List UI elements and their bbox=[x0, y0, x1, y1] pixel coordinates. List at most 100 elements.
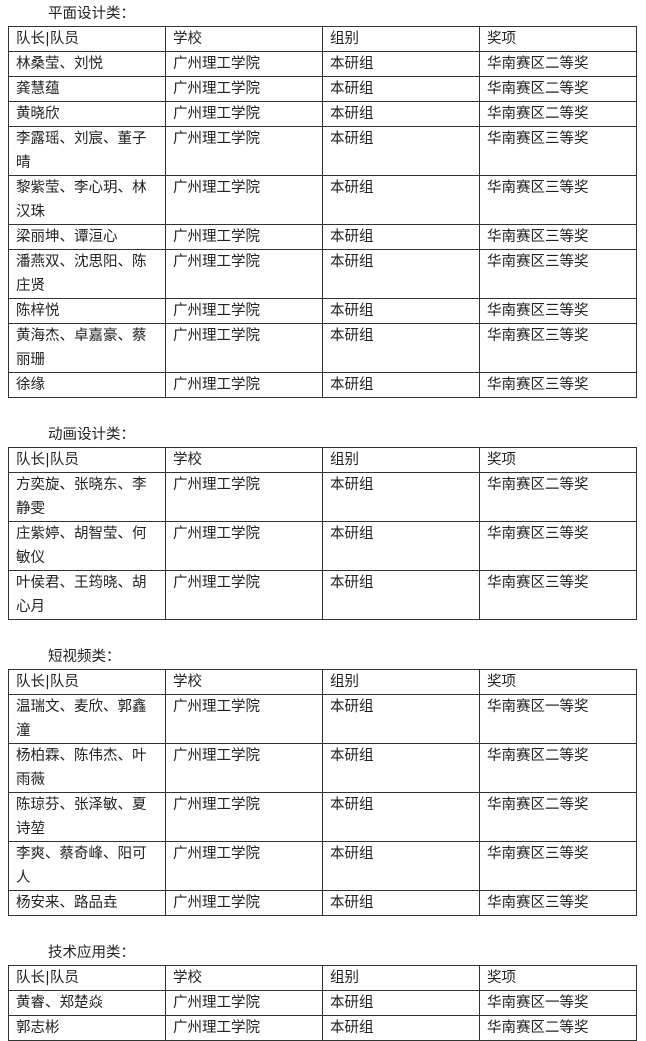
section-title: 动画设计类： bbox=[48, 427, 135, 443]
school-cell: 广州理工学院 bbox=[165, 1015, 323, 1041]
school-cell: 广州理工学院 bbox=[165, 51, 323, 77]
award-cell: 华南赛区三等奖 bbox=[479, 890, 637, 916]
table-row: 杨柏霖、陈伟杰、叶雨薇 广州理工学院 本研组 华南赛区二等奖 bbox=[8, 743, 637, 793]
team-members-cell: 潘燕双、沈思阳、陈庄贤 bbox=[8, 249, 166, 299]
award-cell: 华南赛区三等奖 bbox=[479, 570, 637, 620]
award-cell: 华南赛区三等奖 bbox=[479, 841, 637, 891]
table-row: 黎紫莹、李心玥、林汉珠 广州理工学院 本研组 华南赛区三等奖 bbox=[8, 175, 637, 225]
group-cell: 本研组 bbox=[322, 175, 480, 225]
school-cell: 广州理工学院 bbox=[165, 521, 323, 571]
award-cell: 华南赛区二等奖 bbox=[479, 743, 637, 793]
column-header: 奖项 bbox=[479, 965, 637, 991]
team-members-cell: 龚慧蕴 bbox=[8, 76, 166, 102]
column-header: 队长|队员 bbox=[8, 669, 166, 695]
school-cell: 广州理工学院 bbox=[165, 224, 323, 250]
team-members-cell: 林桑莹、刘悦 bbox=[8, 51, 166, 77]
column-header: 学校 bbox=[165, 26, 323, 52]
school-cell: 广州理工学院 bbox=[165, 76, 323, 102]
group-cell: 本研组 bbox=[322, 372, 480, 398]
team-members-cell: 李爽、蔡奇峰、阳可人 bbox=[8, 841, 166, 891]
group-cell: 本研组 bbox=[322, 570, 480, 620]
column-header: 学校 bbox=[165, 965, 323, 991]
award-cell: 华南赛区三等奖 bbox=[479, 298, 637, 324]
team-members-cell: 陈梓悦 bbox=[8, 298, 166, 324]
team-members-cell: 黄睿、郑楚焱 bbox=[8, 990, 166, 1016]
award-cell: 华南赛区二等奖 bbox=[479, 101, 637, 127]
award-table: 队长|队员 学校 组别 奖项 温瑞文、麦欣、郭鑫潼 广州理工学院 本研组 华南赛区一等奖 杨柏霖… bbox=[8, 669, 637, 916]
table-row: 黄晓欣 广州理工学院 本研组 华南赛区二等奖 bbox=[8, 101, 637, 127]
team-members-cell: 郭志彬 bbox=[8, 1015, 166, 1041]
award-cell: 华南赛区一等奖 bbox=[479, 990, 637, 1016]
table-row: 龚慧蕴 广州理工学院 本研组 华南赛区二等奖 bbox=[8, 76, 637, 102]
group-cell: 本研组 bbox=[322, 890, 480, 916]
team-members-cell: 陈琼芬、张泽敏、夏诗堃 bbox=[8, 792, 166, 842]
group-cell: 本研组 bbox=[322, 323, 480, 373]
column-header: 奖项 bbox=[479, 26, 637, 52]
group-cell: 本研组 bbox=[322, 101, 480, 127]
award-cell: 华南赛区二等奖 bbox=[479, 472, 637, 522]
group-cell: 本研组 bbox=[322, 841, 480, 891]
award-table: 队长|队员 学校 组别 奖项 林桑莹、刘悦 广州理工学院 本研组 华南赛区二等奖 龚慧蕴 广州理工… bbox=[8, 26, 637, 398]
school-cell: 广州理工学院 bbox=[165, 694, 323, 744]
group-cell: 本研组 bbox=[322, 521, 480, 571]
award-cell: 华南赛区二等奖 bbox=[479, 51, 637, 77]
award-table: 队长|队员 学校 组别 奖项 方奕旋、张晓东、李静雯 广州理工学院 本研组 华南赛区二等奖 庄紫… bbox=[8, 447, 637, 620]
team-members-cell: 黄海杰、卓嘉豪、蔡丽珊 bbox=[8, 323, 166, 373]
column-header: 组别 bbox=[322, 447, 480, 473]
group-cell: 本研组 bbox=[322, 1015, 480, 1041]
table-row: 黄睿、郑楚焱 广州理工学院 本研组 华南赛区一等奖 bbox=[8, 990, 637, 1016]
school-cell: 广州理工学院 bbox=[165, 472, 323, 522]
school-cell: 广州理工学院 bbox=[165, 841, 323, 891]
column-header: 学校 bbox=[165, 669, 323, 695]
group-cell: 本研组 bbox=[322, 249, 480, 299]
table-row: 庄紫婷、胡智莹、何敏仪 广州理工学院 本研组 华南赛区三等奖 bbox=[8, 521, 637, 571]
section-title: 短视频类： bbox=[48, 649, 121, 665]
column-header: 组别 bbox=[322, 669, 480, 695]
team-members-cell: 叶侯君、王筠晓、胡心月 bbox=[8, 570, 166, 620]
award-cell: 华南赛区三等奖 bbox=[479, 175, 637, 225]
table-row: 李露瑶、刘宸、董子晴 广州理工学院 本研组 华南赛区三等奖 bbox=[8, 126, 637, 176]
table-row: 温瑞文、麦欣、郭鑫潼 广州理工学院 本研组 华南赛区一等奖 bbox=[8, 694, 637, 744]
school-cell: 广州理工学院 bbox=[165, 570, 323, 620]
school-cell: 广州理工学院 bbox=[165, 372, 323, 398]
team-members-cell: 温瑞文、麦欣、郭鑫潼 bbox=[8, 694, 166, 744]
column-header: 队长|队员 bbox=[8, 447, 166, 473]
table-row: 方奕旋、张晓东、李静雯 广州理工学院 本研组 华南赛区二等奖 bbox=[8, 472, 637, 522]
group-cell: 本研组 bbox=[322, 743, 480, 793]
team-members-cell: 方奕旋、张晓东、李静雯 bbox=[8, 472, 166, 522]
school-cell: 广州理工学院 bbox=[165, 890, 323, 916]
table-row: 李爽、蔡奇峰、阳可人 广州理工学院 本研组 华南赛区三等奖 bbox=[8, 841, 637, 891]
column-header: 组别 bbox=[322, 965, 480, 991]
table-row: 梁丽坤、谭洹心 广州理工学院 本研组 华南赛区三等奖 bbox=[8, 224, 637, 250]
team-members-cell: 李露瑶、刘宸、董子晴 bbox=[8, 126, 166, 176]
award-cell: 华南赛区三等奖 bbox=[479, 249, 637, 299]
section-title: 技术应用类： bbox=[48, 945, 135, 961]
school-cell: 广州理工学院 bbox=[165, 990, 323, 1016]
column-header: 队长|队员 bbox=[8, 965, 166, 991]
group-cell: 本研组 bbox=[322, 472, 480, 522]
column-header: 组别 bbox=[322, 26, 480, 52]
award-cell: 华南赛区二等奖 bbox=[479, 792, 637, 842]
section-short-video: 短视频类： 队长|队员 学校 组别 奖项 温瑞文、麦欣、郭鑫潼 广州理工学院 本研组 华南赛区一… bbox=[8, 643, 637, 916]
table-row: 陈梓悦 广州理工学院 本研组 华南赛区三等奖 bbox=[8, 298, 637, 324]
table-row: 杨安来、路品垚 广州理工学院 本研组 华南赛区三等奖 bbox=[8, 890, 637, 916]
award-cell: 华南赛区一等奖 bbox=[479, 694, 637, 744]
award-cell: 华南赛区三等奖 bbox=[479, 372, 637, 398]
table-row: 徐缘 广州理工学院 本研组 华南赛区三等奖 bbox=[8, 372, 637, 398]
table-header-row: 队长|队员 学校 组别 奖项 bbox=[8, 669, 637, 695]
school-cell: 广州理工学院 bbox=[165, 323, 323, 373]
award-table: 队长|队员 学校 组别 奖项 黄睿、郑楚焱 广州理工学院 本研组 华南赛区一等奖 郭志彬 广州理工… bbox=[8, 965, 637, 1041]
table-row: 潘燕双、沈思阳、陈庄贤 广州理工学院 本研组 华南赛区三等奖 bbox=[8, 249, 637, 299]
team-members-cell: 黎紫莹、李心玥、林汉珠 bbox=[8, 175, 166, 225]
group-cell: 本研组 bbox=[322, 298, 480, 324]
table-header-row: 队长|队员 学校 组别 奖项 bbox=[8, 965, 637, 991]
group-cell: 本研组 bbox=[322, 792, 480, 842]
group-cell: 本研组 bbox=[322, 126, 480, 176]
group-cell: 本研组 bbox=[322, 990, 480, 1016]
table-row: 郭志彬 广州理工学院 本研组 华南赛区二等奖 bbox=[8, 1015, 637, 1041]
column-header: 队长|队员 bbox=[8, 26, 166, 52]
school-cell: 广州理工学院 bbox=[165, 126, 323, 176]
award-cell: 华南赛区三等奖 bbox=[479, 323, 637, 373]
school-cell: 广州理工学院 bbox=[165, 743, 323, 793]
